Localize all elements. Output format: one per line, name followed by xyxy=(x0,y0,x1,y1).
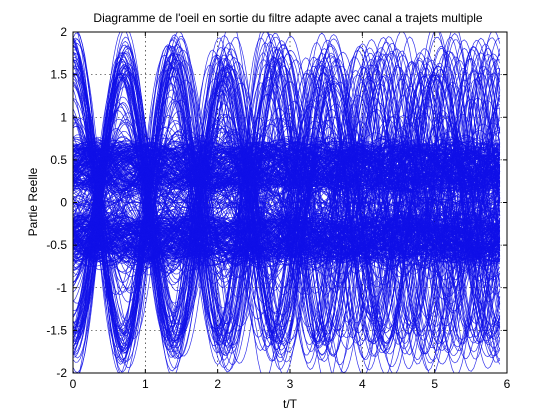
eye-cross-trace xyxy=(73,129,501,276)
eye-band-trace xyxy=(73,211,500,267)
eye-band-trace xyxy=(73,147,500,186)
eye-trace xyxy=(73,46,501,373)
x-tick-label: 3 xyxy=(287,377,294,391)
eye-cross-trace xyxy=(73,151,501,264)
eye-band-trace xyxy=(73,220,500,256)
x-tick-label: 2 xyxy=(214,377,221,391)
y-tick-label: -1.5 xyxy=(46,323,67,337)
eye-cross-trace xyxy=(73,132,501,277)
eye-band-trace xyxy=(73,138,501,199)
eye-cross-trace xyxy=(73,164,501,263)
eye-cross-trace xyxy=(73,157,500,266)
x-tick-label: 1 xyxy=(142,377,149,391)
eye-band-trace xyxy=(73,218,500,262)
eye-trace xyxy=(73,48,501,345)
eye-cross-trace xyxy=(73,127,500,270)
eye-cross-trace xyxy=(73,157,501,249)
x-tick-label: 4 xyxy=(359,377,366,391)
eye-cross-trace xyxy=(73,151,501,258)
y-tick-label: 1.5 xyxy=(50,68,67,82)
eye-cross-trace xyxy=(73,132,501,272)
eye-traces xyxy=(73,32,501,373)
eye-cross-trace xyxy=(73,143,500,277)
eye-cross-trace xyxy=(73,136,501,274)
eye-cross-trace xyxy=(73,157,501,250)
eye-cross-trace xyxy=(73,148,501,261)
eye-cross-trace xyxy=(73,140,500,269)
chart-title: Diagramme de l'oeil en sortie du filtre … xyxy=(93,11,482,25)
eye-cross-trace xyxy=(73,135,501,255)
eye-cross-trace xyxy=(73,128,500,268)
x-tick-label: 5 xyxy=(431,377,438,391)
eye-band-trace xyxy=(73,147,501,186)
eye-band-trace xyxy=(73,139,501,195)
eye-cross-trace xyxy=(73,133,501,279)
eye-cross-trace xyxy=(73,145,501,272)
y-tick-label: -1 xyxy=(56,281,67,295)
eye-cross-trace xyxy=(73,136,500,273)
eye-cross-trace xyxy=(73,149,500,256)
eye-cross-trace xyxy=(73,142,500,258)
eye-cross-trace xyxy=(73,163,501,263)
y-tick-label: 0 xyxy=(60,196,67,210)
x-tick-label: 0 xyxy=(70,377,77,391)
y-tick-label: -0.5 xyxy=(46,238,67,252)
eye-cross-trace xyxy=(73,143,501,271)
eye-cross-trace xyxy=(73,155,500,247)
x-axis-label: t/T xyxy=(283,397,298,411)
eye-cross-trace xyxy=(73,136,501,278)
eye-cross-trace xyxy=(73,142,501,248)
eye-band-trace xyxy=(73,226,500,254)
axis-ticks: 0 1 2 3 4 5 6 2 1.5 1 0.5 0 -0.5 -1 -1.5 -2 xyxy=(46,25,510,391)
y-tick-label: 0.5 xyxy=(50,153,67,167)
y-tick-label: 1 xyxy=(60,110,67,124)
y-tick-label: -2 xyxy=(56,366,67,380)
eye-cross-trace xyxy=(73,162,500,248)
x-tick-label: 6 xyxy=(504,377,511,391)
eye-band-trace xyxy=(73,153,500,179)
eye-cross-trace xyxy=(73,146,500,263)
eye-cross-trace xyxy=(73,154,500,253)
eye-cross-trace xyxy=(73,130,501,278)
y-axis-label: Partie Reelle xyxy=(26,167,40,236)
eye-band-trace xyxy=(73,143,501,188)
y-tick-label: 2 xyxy=(60,25,67,39)
